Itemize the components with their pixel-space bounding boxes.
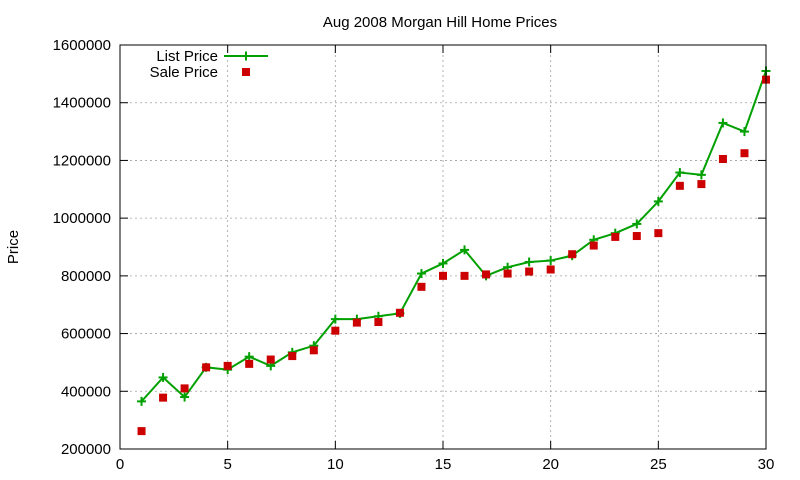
list-price-point	[416, 269, 426, 279]
sale-price-point	[740, 149, 749, 158]
sale-price-point	[697, 180, 706, 189]
sale-price-point	[374, 318, 383, 327]
sale-price-point	[460, 271, 469, 280]
sale-price-point	[525, 267, 534, 276]
sale-price-point	[309, 346, 318, 355]
sale-price-point	[611, 232, 620, 241]
y-tick-label: 200000	[61, 441, 111, 458]
chart-title: Aug 2008 Morgan Hill Home Prices	[323, 14, 557, 31]
y-tick-label: 400000	[61, 383, 111, 400]
list-price-point	[675, 168, 685, 178]
list-price-point	[460, 245, 470, 255]
sale-price-point	[288, 352, 297, 361]
y-tick-label: 1600000	[53, 37, 111, 54]
x-tick-label: 30	[758, 456, 775, 473]
list-price-point	[653, 196, 663, 206]
list-price-point	[546, 256, 556, 266]
x-tick-label: 0	[116, 456, 124, 473]
x-tick-label: 20	[542, 456, 559, 473]
y-tick-label: 1000000	[53, 210, 111, 227]
plot-frame	[119, 44, 767, 450]
sale-price-point	[546, 265, 555, 274]
legend-label: List Price	[156, 48, 218, 65]
list-price-point	[180, 392, 190, 402]
list-price-point	[718, 118, 728, 128]
y-tick-label: 600000	[61, 326, 111, 343]
series-layer	[137, 66, 771, 436]
sale-price-point	[589, 241, 598, 250]
list-price-line	[140, 70, 767, 403]
sale-price-point	[482, 270, 491, 279]
sale-price-point	[331, 326, 340, 335]
y-tick-label: 800000	[61, 268, 111, 285]
sale-price-point	[417, 282, 426, 291]
list-price-point	[244, 352, 254, 362]
list-price-point	[696, 170, 706, 180]
sale-price-point	[632, 232, 641, 241]
legend-plus-marker	[241, 51, 251, 61]
sale-price-point	[439, 271, 447, 280]
y-tick-label: 1200000	[53, 152, 111, 169]
x-tick-label: 25	[650, 456, 667, 473]
x-tick-label: 10	[327, 456, 344, 473]
sale-price-point	[180, 384, 189, 393]
sale-price-point	[395, 308, 404, 317]
legend-square-marker	[242, 68, 250, 76]
sale-price-point	[718, 154, 727, 163]
sale-price-point	[223, 361, 232, 370]
sale-price-point	[266, 355, 275, 364]
list-price-point	[632, 219, 642, 229]
sale-price-point	[675, 181, 684, 190]
sale-price-point	[503, 269, 512, 278]
sale-price-point	[654, 229, 663, 238]
list-price-point	[158, 372, 168, 382]
x-tick-label: 15	[435, 456, 452, 473]
sale-price-point	[245, 359, 254, 368]
list-price-point	[137, 396, 147, 406]
y-tick-label: 1400000	[53, 95, 111, 112]
list-price-point	[438, 258, 448, 268]
list-price-point	[739, 127, 749, 137]
sale-price-point	[352, 318, 361, 327]
x-tick-label: 5	[223, 456, 231, 473]
y-axis-label: Price	[5, 230, 22, 264]
sale-price-point	[568, 250, 577, 259]
legend-label: Sale Price	[150, 64, 218, 81]
sale-price-point	[159, 393, 168, 402]
grid-lines	[120, 45, 766, 449]
list-price-point	[524, 257, 534, 267]
sale-price-point	[137, 427, 146, 436]
sale-price-point	[202, 363, 211, 372]
list-price-point	[330, 314, 340, 324]
